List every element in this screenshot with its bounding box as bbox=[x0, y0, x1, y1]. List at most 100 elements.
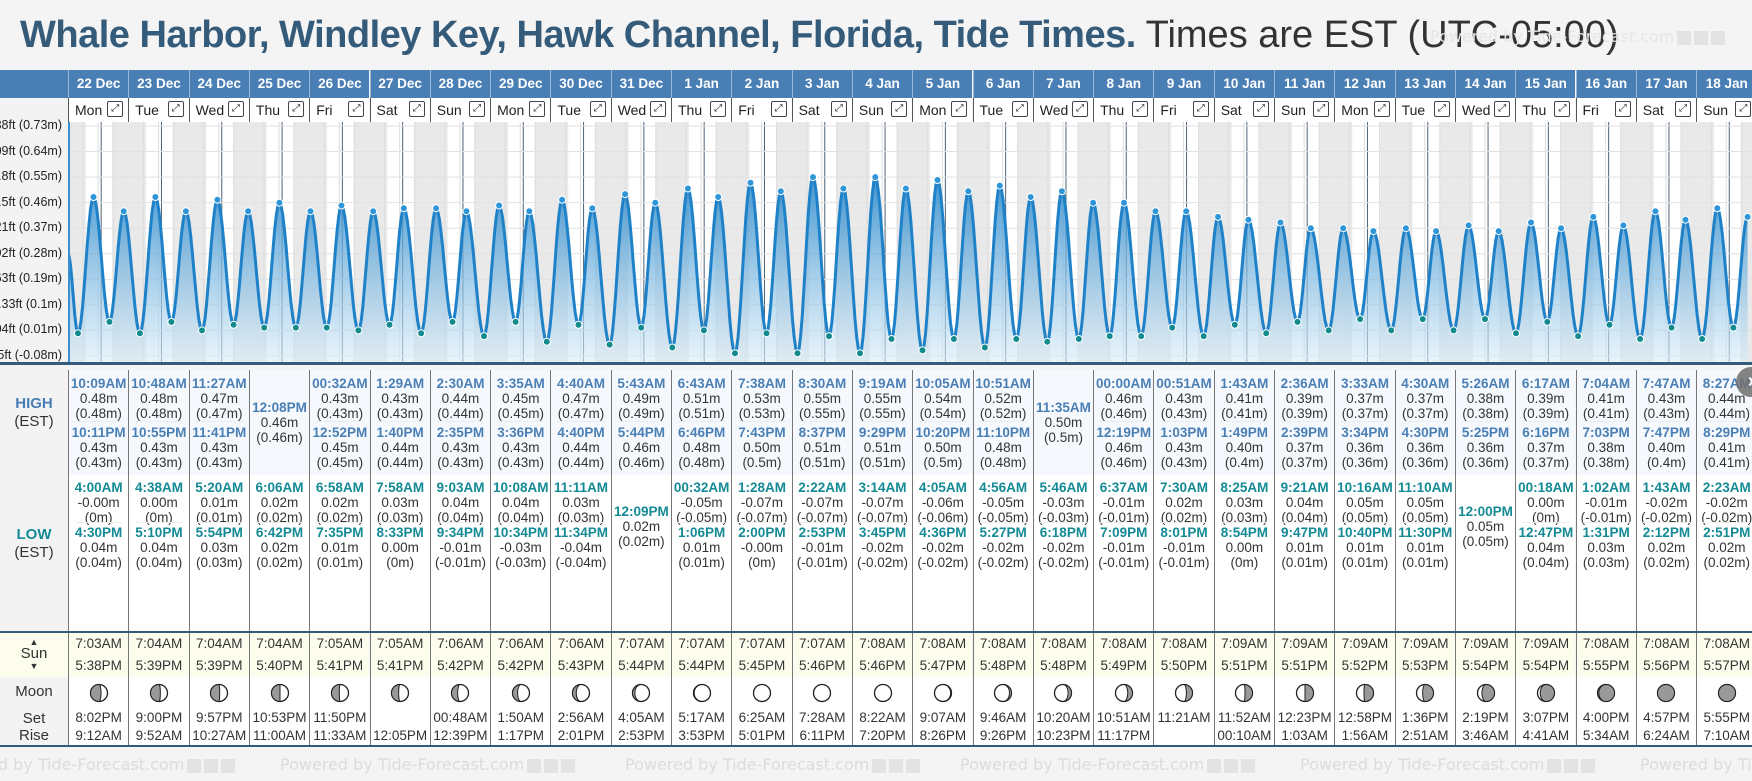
tide-height: 0.48m bbox=[79, 391, 118, 406]
weekday-header: Mon ⤢ bbox=[912, 98, 973, 122]
tide-time: 6:42PM bbox=[255, 525, 304, 540]
date-header: 4 Jan bbox=[851, 70, 913, 98]
tide-height: -0.03m bbox=[1042, 495, 1085, 510]
expand-icon[interactable]: ⤢ bbox=[288, 101, 305, 117]
low-tide-point bbox=[542, 337, 551, 346]
tide-height-alt: (0.36m) bbox=[1341, 455, 1389, 470]
expand-icon[interactable]: ⤢ bbox=[891, 101, 908, 117]
expand-icon[interactable]: ⤢ bbox=[589, 101, 606, 117]
tide-time: 6:06AM bbox=[255, 480, 304, 495]
expand-icon[interactable]: ⤢ bbox=[1011, 101, 1028, 117]
expand-icon[interactable]: ⤢ bbox=[710, 101, 727, 117]
low-tide-point bbox=[1012, 335, 1021, 343]
sun-label: ▲ Sun ▼ bbox=[0, 633, 68, 677]
low-tide-point bbox=[887, 335, 896, 343]
tide-height: 0.03m bbox=[1587, 540, 1625, 555]
tide-height: 0.04m bbox=[79, 540, 118, 555]
expand-icon[interactable]: ⤢ bbox=[529, 101, 546, 117]
expand-icon[interactable]: ⤢ bbox=[1252, 101, 1269, 117]
high-tide-cell: 10:09AM 0.48m (0.48m) 10:11PM 0.43m (0.43m) bbox=[68, 370, 129, 475]
moon-phase-icon bbox=[692, 683, 712, 703]
expand-icon[interactable]: ⤢ bbox=[1072, 101, 1089, 117]
expand-icon[interactable]: ⤢ bbox=[408, 101, 425, 117]
weekday-label: Tue bbox=[979, 102, 1004, 118]
moonrise-time: 3:53PM bbox=[678, 728, 725, 743]
low-tide-point bbox=[1729, 323, 1738, 332]
expand-icon[interactable]: ⤢ bbox=[951, 101, 968, 117]
weekday-label: Sat bbox=[1220, 102, 1242, 118]
day-column: 1 Jan Thu ⤢ 6:43AM 0.51m (0.51m) 6:46PM 0.48m (0… bbox=[671, 70, 732, 781]
tide-height-alt: (-0.01m) bbox=[1580, 510, 1632, 525]
high-tide-event: 10:20PM 0.50m (0.5m) bbox=[913, 425, 972, 470]
date-header: 5 Jan bbox=[912, 70, 973, 98]
expand-icon[interactable]: ⤢ bbox=[1132, 101, 1149, 117]
high-tide-point bbox=[432, 204, 441, 213]
expand-icon[interactable]: ⤢ bbox=[1554, 101, 1571, 117]
sunset-time: 5:41PM bbox=[376, 658, 424, 673]
expand-icon[interactable]: ⤢ bbox=[1614, 101, 1631, 117]
weekday-header: Wed ⤢ bbox=[188, 98, 249, 122]
expand-icon[interactable]: ⤢ bbox=[1675, 101, 1692, 117]
moonset-time: 10:51AM bbox=[1096, 710, 1151, 725]
high-tide-cell: 00:00AM 0.46m (0.46m) 12:19PM 0.46m (0.46m) bbox=[1093, 370, 1154, 475]
tide-height-alt: (0.43m) bbox=[497, 455, 544, 470]
tide-time: 6:17AM bbox=[1521, 376, 1570, 391]
expand-icon[interactable]: ⤢ bbox=[770, 101, 787, 117]
weekday-label: Mon bbox=[75, 102, 103, 118]
expand-icon[interactable]: ⤢ bbox=[1373, 101, 1390, 117]
tide-time: 1:29AM bbox=[376, 376, 425, 391]
expand-icon[interactable]: ⤢ bbox=[107, 101, 124, 117]
high-tide-point bbox=[525, 207, 534, 216]
low-tide-cell: 2:22AM -0.07m (-0.07m) 2:53PM -0.01m (-0.01m) bbox=[791, 475, 852, 631]
tide-height-alt: (0.05m) bbox=[1401, 510, 1449, 525]
expand-icon[interactable]: ⤢ bbox=[649, 101, 666, 117]
tide-height-alt: (0.37m) bbox=[1401, 406, 1449, 421]
low-tide-event: 10:08AM 0.04m (0.04m) bbox=[491, 480, 550, 525]
moon-phase-icon bbox=[450, 683, 470, 703]
moon-phase-icon bbox=[812, 683, 832, 703]
tide-time: 10:20PM bbox=[915, 425, 971, 440]
high-tide-event: 10:05AM 0.54m (0.54m) bbox=[913, 376, 972, 421]
tide-height: 0.37m bbox=[1346, 391, 1384, 406]
high-tide-event: 12:19PM 0.46m (0.46m) bbox=[1094, 425, 1153, 470]
expand-icon[interactable]: ⤢ bbox=[227, 101, 244, 117]
high-tide-point bbox=[995, 181, 1004, 190]
low-tide-point bbox=[1418, 315, 1427, 324]
expand-icon[interactable]: ⤢ bbox=[830, 101, 847, 117]
next-arrow-button[interactable]: › bbox=[1736, 367, 1752, 397]
tide-time: 10:08AM bbox=[492, 480, 549, 495]
high-tide-event: 10:09AM 0.48m (0.48m) bbox=[69, 376, 128, 421]
date-header: 3 Jan bbox=[791, 70, 852, 98]
expand-icon[interactable]: ⤢ bbox=[1313, 101, 1330, 117]
weekday-header: Tue ⤢ bbox=[1394, 98, 1455, 122]
date-header: 29 Dec bbox=[490, 70, 551, 98]
tide-time: 5:46AM bbox=[1039, 480, 1088, 495]
sunrise-time: 7:09AM bbox=[1522, 636, 1570, 651]
tide-height: 0.43m bbox=[381, 391, 419, 406]
tide-time: 5:20AM bbox=[195, 480, 244, 495]
moonrise-time: 11:00AM bbox=[253, 728, 307, 743]
expand-icon[interactable]: ⤢ bbox=[167, 101, 184, 117]
tide-height-alt: (0.44m) bbox=[376, 455, 424, 470]
weekday-label: Tue bbox=[135, 102, 159, 118]
high-tide-cell: 8:27AM 0.44m (0.44m) 8:29PM 0.41m (0.41m) bbox=[1696, 370, 1752, 475]
weekday-label: Tue bbox=[557, 102, 581, 118]
watermark: Powered by Tide-Forecast.com bbox=[960, 755, 1256, 774]
expand-icon[interactable]: ⤢ bbox=[1494, 101, 1511, 117]
tide-time: 4:05AM bbox=[918, 480, 967, 495]
expand-icon[interactable]: ⤢ bbox=[1735, 101, 1752, 117]
expand-icon[interactable]: ⤢ bbox=[469, 101, 486, 117]
tide-time: 2:53PM bbox=[798, 525, 846, 540]
high-tide-event: 4:40AM 0.47m (0.47m) bbox=[551, 376, 610, 421]
low-tide-event: 6:18PM -0.02m (-0.02m) bbox=[1034, 525, 1093, 570]
expand-icon[interactable]: ⤢ bbox=[1433, 101, 1450, 117]
tide-height: 0.04m bbox=[501, 495, 540, 510]
low-tide-event: 2:23AM -0.02m (-0.02m) bbox=[1697, 480, 1752, 525]
expand-icon[interactable]: ⤢ bbox=[348, 101, 365, 117]
tide-height-alt: (0.03m) bbox=[1582, 555, 1630, 570]
expand-icon[interactable]: ⤢ bbox=[1192, 101, 1209, 117]
tide-height: -0.02m bbox=[861, 540, 904, 555]
date-header: 2 Jan bbox=[731, 70, 792, 98]
tide-time: 1:31PM bbox=[1582, 525, 1630, 540]
tide-height-alt: (0.04m) bbox=[75, 555, 122, 570]
